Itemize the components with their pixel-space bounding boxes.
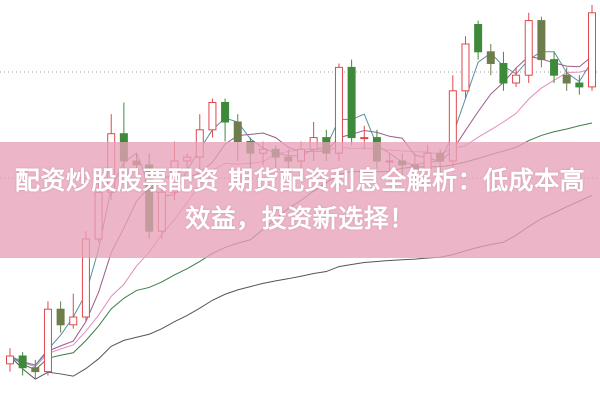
candle-up: [43, 308, 52, 373]
title-banner: 配资炒股股票配资 期货配资利息全解析：低成本高效益，投资新选择！: [0, 142, 600, 258]
candle-up: [334, 66, 343, 154]
candle-up: [588, 12, 596, 88]
candle-up: [524, 20, 533, 76]
candle-up: [461, 43, 470, 92]
candle-down: [550, 59, 559, 76]
candle-up: [208, 102, 217, 131]
candle-down: [575, 82, 584, 88]
candle-down: [233, 121, 242, 142]
candle-up: [512, 74, 521, 84]
candle-down: [18, 355, 27, 369]
candle-down: [486, 51, 495, 64]
candle-down: [56, 308, 65, 326]
candle-down: [537, 20, 546, 61]
candle-down: [562, 74, 571, 84]
candle-down: [31, 367, 40, 373]
article-title: 配资炒股股票配资 期货配资利息全解析：低成本高效益，投资新选择！: [14, 166, 586, 233]
candle-up: [69, 316, 78, 326]
candle-down: [499, 63, 508, 84]
candle-down: [474, 24, 483, 53]
candle-down: [221, 102, 230, 123]
candle-up: [360, 137, 369, 140]
candle-down: [347, 66, 356, 139]
candle-up: [6, 355, 14, 365]
